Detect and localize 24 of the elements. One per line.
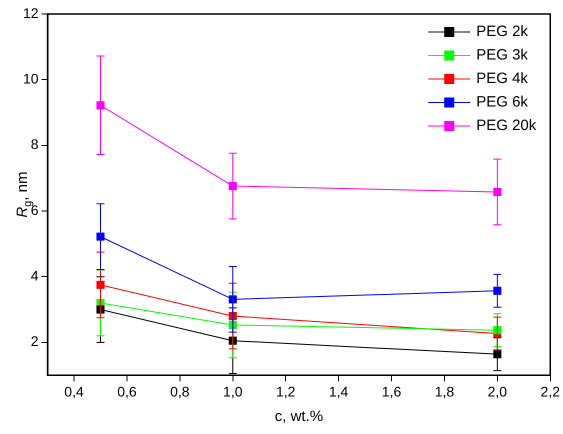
point (228, 295, 237, 304)
x-tick-label: 2,0 (488, 383, 508, 400)
legend-label: PEG 6k (476, 94, 528, 111)
x-tick-label: 1,6 (382, 383, 402, 400)
x-tick-label: 2,2 (540, 383, 560, 400)
legend-label: PEG 2k (476, 23, 528, 40)
point (96, 101, 105, 110)
legend-label: PEG 20k (476, 117, 537, 134)
legend-label: PEG 4k (476, 70, 528, 88)
y-tick-label: 2 (30, 333, 39, 350)
y-tick-label: 4 (30, 268, 39, 284)
x-tick-label: 0,6 (117, 383, 137, 400)
x-tick-label: 1,8 (434, 383, 454, 400)
x-tick-label: 1,0 (223, 383, 243, 400)
x-tick-label: 1,2 (276, 383, 296, 400)
y-tick-label: 10 (22, 70, 39, 87)
point (228, 182, 237, 190)
x-tick-label: 0,8 (170, 383, 190, 400)
x-tick-label: 0,4 (64, 383, 84, 400)
y-tick-label: 8 (30, 136, 39, 152)
x-tick-label: 1,4 (328, 383, 349, 400)
y-tick-label: 12 (22, 4, 39, 21)
x-axis-title: c, wt.% (274, 408, 324, 426)
legend-label: PEG 3k (476, 46, 528, 64)
